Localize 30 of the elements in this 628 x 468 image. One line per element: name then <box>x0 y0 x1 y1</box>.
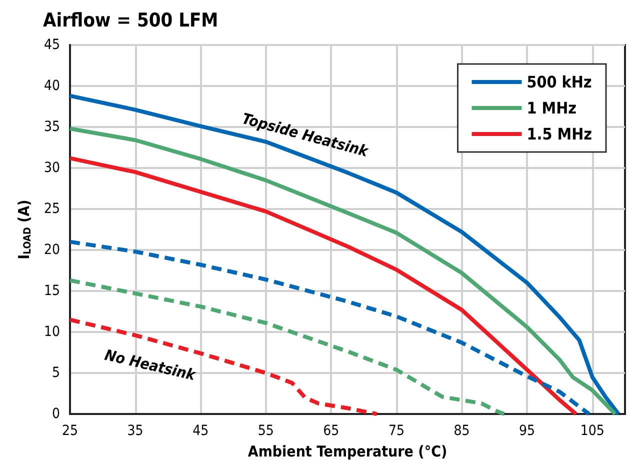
y-tick-label: 5 <box>52 365 60 381</box>
x-tick-label: 55 <box>258 423 274 439</box>
y-tick-label: 35 <box>44 119 60 135</box>
x-tick-label: 95 <box>519 423 536 439</box>
annotation: No Heatsink <box>102 346 198 384</box>
y-tick-label: 30 <box>44 160 60 176</box>
chart-title: Airflow = 500 LFM <box>43 10 218 32</box>
y-axis-title: ILOAD (A) <box>15 200 34 260</box>
line-series <box>68 318 379 416</box>
y-tick-label: 10 <box>44 324 60 340</box>
line-series <box>68 278 506 416</box>
x-tick-label: 85 <box>454 423 470 439</box>
legend-label: 1.5 MHz <box>526 124 592 144</box>
x-tick-label: 75 <box>388 423 404 439</box>
x-tick-label: 35 <box>127 423 144 439</box>
y-tick-label: 40 <box>44 78 60 94</box>
x-tick-label: 45 <box>192 423 209 439</box>
y-tick-label: 0 <box>52 406 60 422</box>
y-tick-label: 20 <box>44 242 60 258</box>
x-tick-label: 25 <box>62 423 78 439</box>
x-tick-label: 105 <box>580 423 604 439</box>
legend-label: 1 MHz <box>526 98 577 118</box>
y-tick-label: 45 <box>44 37 60 53</box>
y-tick-label: 15 <box>44 283 60 299</box>
x-axis-title: Ambient Temperature (°C) <box>248 442 448 460</box>
line-series <box>68 240 592 416</box>
legend-label: 500 kHz <box>526 72 592 92</box>
y-tick-label: 25 <box>44 201 60 217</box>
line-series <box>68 156 578 416</box>
x-tick-label: 65 <box>323 423 340 439</box>
